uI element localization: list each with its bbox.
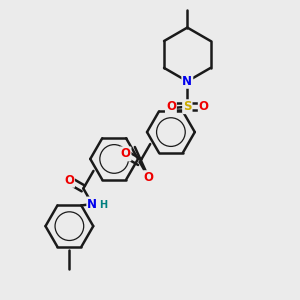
Text: N: N bbox=[182, 75, 192, 88]
Text: S: S bbox=[183, 100, 192, 113]
Text: H: H bbox=[99, 200, 107, 210]
Text: O: O bbox=[64, 174, 74, 187]
Text: O: O bbox=[199, 100, 209, 113]
Text: O: O bbox=[144, 171, 154, 184]
Text: O: O bbox=[121, 147, 130, 161]
Text: N: N bbox=[87, 197, 97, 211]
Text: O: O bbox=[166, 100, 176, 113]
